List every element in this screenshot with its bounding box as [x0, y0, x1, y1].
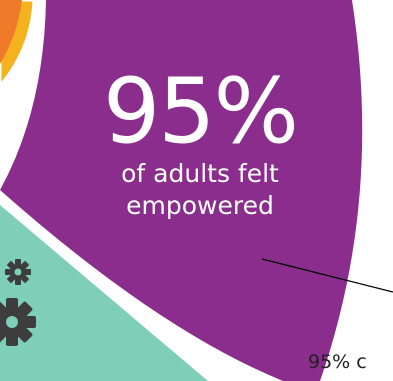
primary-segment [0, 0, 363, 381]
stat-block: 95% of adults felt empowered [60, 66, 340, 222]
stat-description-line-1: of adults felt [121, 159, 279, 188]
stat-description-line-2: empowered [126, 191, 274, 220]
gear-icon [0, 298, 36, 346]
ring-accent [0, 0, 36, 92]
gear-icon [5, 259, 31, 285]
stat-percentage: 95% [102, 59, 299, 164]
secondary-segment [0, 205, 208, 381]
callout-leader-line [261, 258, 393, 293]
callout-caption: 95% c [308, 351, 367, 373]
